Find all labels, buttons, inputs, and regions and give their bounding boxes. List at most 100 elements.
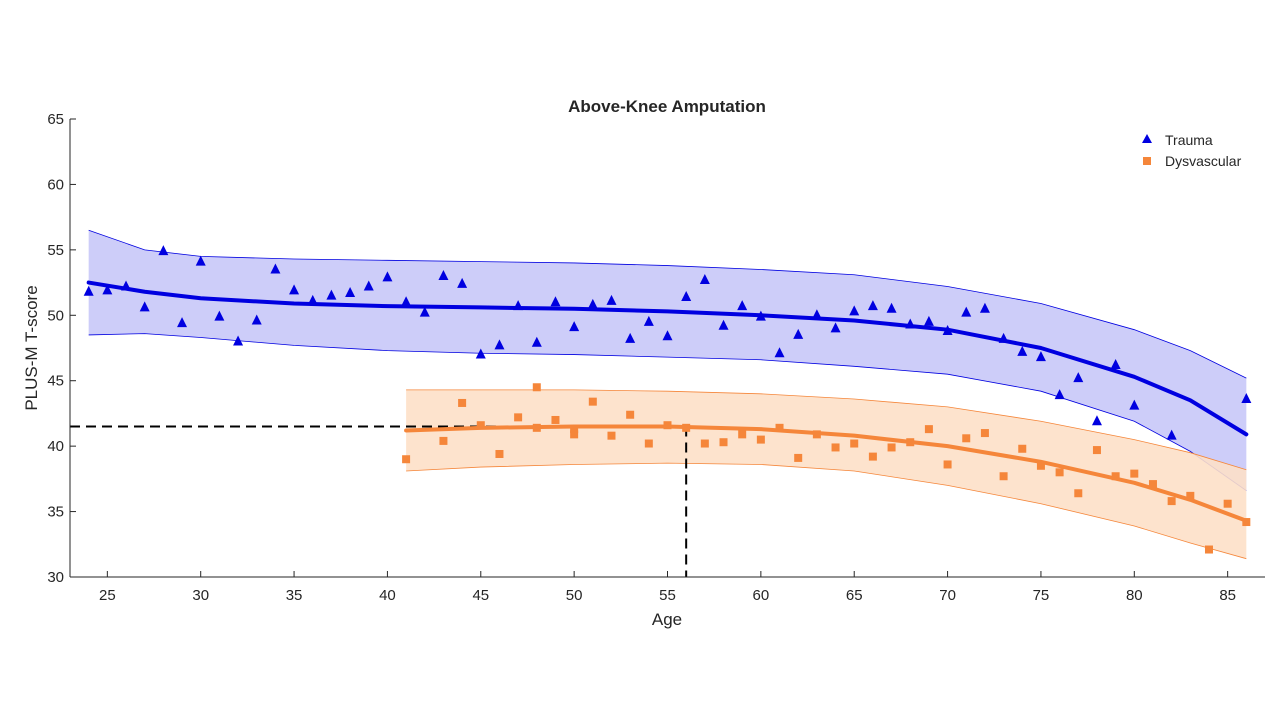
point-dysvascular [626, 410, 635, 419]
point-trauma [849, 305, 860, 316]
point-dysvascular [532, 423, 541, 432]
band-dysvascular [406, 389, 1247, 559]
point-trauma [737, 300, 748, 311]
point-trauma [401, 296, 412, 307]
point-trauma [214, 310, 225, 321]
point-trauma [550, 296, 561, 307]
point-dysvascular [943, 460, 952, 469]
point-trauma [867, 300, 878, 311]
band-lower-edge-trauma [88, 333, 1247, 491]
point-trauma [270, 263, 281, 274]
point-trauma [1129, 399, 1140, 410]
y-tick-label: 35 [47, 504, 64, 521]
point-dysvascular [1055, 468, 1064, 477]
y-tick-label: 30 [47, 569, 64, 586]
point-trauma [811, 309, 822, 320]
point-dysvascular [1074, 489, 1083, 498]
y-tick-label: 40 [47, 438, 64, 455]
point-dysvascular [794, 453, 803, 462]
y-ticks: 30 35 40 45 50 55 60 65 [47, 111, 76, 586]
point-trauma [1054, 389, 1065, 400]
point-trauma [830, 322, 841, 333]
point-trauma [1035, 351, 1046, 362]
point-trauma [102, 284, 113, 295]
point-dysvascular [812, 430, 821, 439]
point-trauma [158, 245, 169, 256]
point-dysvascular [588, 397, 597, 406]
point-trauma [307, 294, 318, 305]
point-trauma [587, 298, 598, 309]
point-trauma [475, 348, 486, 359]
band-upper-edge-trauma [88, 229, 1247, 379]
y-tick-label: 50 [47, 307, 64, 324]
x-tick-label: 25 [99, 587, 116, 604]
legend-marker-dysvascular [1143, 157, 1151, 165]
legend-marker-trauma [1142, 134, 1152, 143]
y-axis-label: PLUS-M T-score [22, 285, 41, 410]
x-tick-label: 35 [286, 587, 303, 604]
point-dysvascular [1242, 518, 1251, 527]
y-tick-label: 65 [47, 111, 64, 128]
point-dysvascular [1111, 472, 1120, 481]
x-ticks: 25 30 35 40 45 50 55 60 65 70 75 80 85 [99, 571, 1236, 604]
point-trauma [345, 287, 356, 298]
point-dysvascular [906, 438, 915, 447]
point-dysvascular [756, 435, 765, 444]
point-trauma [289, 284, 300, 295]
x-tick-label: 45 [472, 587, 489, 604]
point-trauma [755, 310, 766, 321]
point-dysvascular [682, 423, 691, 432]
point-trauma [1017, 345, 1028, 356]
point-dysvascular [551, 415, 560, 424]
point-trauma [121, 280, 132, 291]
chart-title: Above-Knee Amputation [568, 97, 766, 116]
point-trauma [382, 271, 393, 282]
band-lower-edge-dysvascular [406, 462, 1247, 560]
point-dysvascular [1223, 499, 1232, 508]
point-dysvascular [1092, 446, 1101, 455]
point-dysvascular [607, 431, 616, 440]
point-trauma [139, 301, 150, 312]
point-dysvascular [439, 436, 448, 445]
point-dysvascular [1018, 444, 1027, 453]
x-tick-label: 80 [1126, 587, 1143, 604]
point-dysvascular [532, 383, 541, 392]
point-dysvascular [850, 439, 859, 448]
point-dysvascular [1130, 469, 1139, 478]
x-tick-label: 50 [566, 587, 583, 604]
point-dysvascular [1036, 461, 1045, 470]
x-tick-label: 75 [1033, 587, 1050, 604]
x-tick-label: 40 [379, 587, 396, 604]
point-dysvascular [924, 425, 933, 434]
point-trauma [438, 270, 449, 281]
legend-label-dysvascular: Dysvascular [1165, 153, 1242, 169]
point-trauma [625, 332, 636, 343]
y-tick-label: 55 [47, 242, 64, 259]
point-trauma [531, 336, 542, 347]
point-trauma [1110, 359, 1121, 370]
point-trauma [643, 315, 654, 326]
point-dysvascular [476, 421, 485, 430]
x-tick-label: 55 [659, 587, 676, 604]
point-trauma [699, 273, 710, 284]
point-trauma [251, 314, 262, 325]
fit-line-dysvascular [404, 424, 1249, 523]
point-dysvascular [999, 472, 1008, 481]
y-tick-label: 45 [47, 373, 64, 390]
point-dysvascular [1167, 497, 1176, 506]
point-trauma [923, 315, 934, 326]
point-dysvascular [458, 398, 467, 407]
point-trauma [494, 339, 505, 350]
point-dysvascular [887, 443, 896, 452]
point-dysvascular [514, 413, 523, 422]
point-dysvascular [700, 439, 709, 448]
point-dysvascular [495, 449, 504, 458]
legend: Trauma Dysvascular [1142, 132, 1242, 169]
point-trauma [774, 347, 785, 358]
point-trauma [233, 335, 244, 346]
point-dysvascular [1148, 480, 1157, 489]
x-axis-label: Age [652, 610, 682, 629]
point-trauma [606, 294, 617, 305]
point-trauma [793, 328, 804, 339]
point-dysvascular [402, 455, 411, 464]
